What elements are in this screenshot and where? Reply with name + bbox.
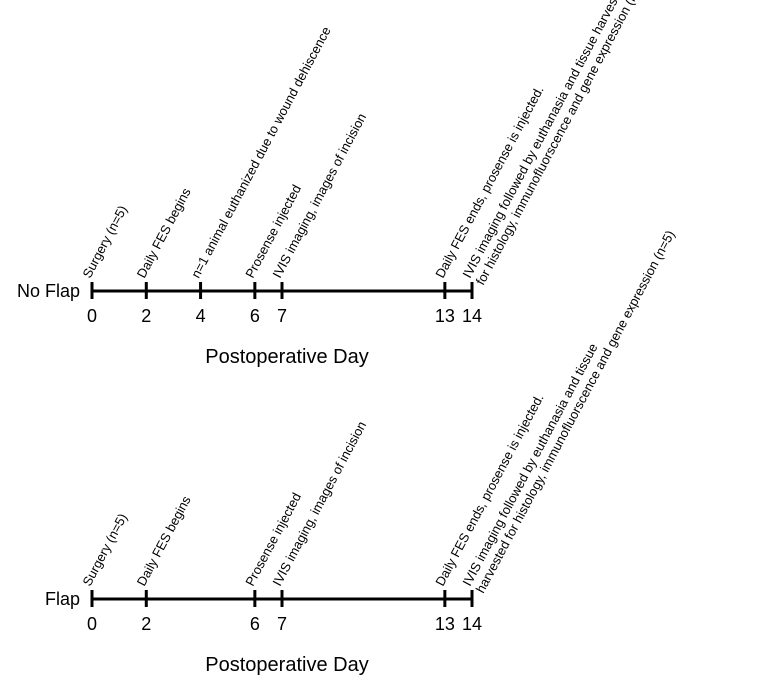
event-line: Surgery (n=5) <box>79 203 130 281</box>
day-label: 14 <box>462 306 482 326</box>
day-label: 7 <box>277 306 287 326</box>
event-label: Daily FES begins <box>134 493 194 589</box>
event-label: Surgery (n=5) <box>79 511 130 589</box>
day-label: 13 <box>435 614 455 634</box>
day-label: 2 <box>141 306 151 326</box>
event-line: IVIS imaging followed by euthanasia and … <box>459 341 600 589</box>
day-label: 13 <box>435 306 455 326</box>
axis-title: Postoperative Day <box>205 654 368 676</box>
day-label: 4 <box>196 306 206 326</box>
timeline-label: Flap <box>45 589 80 609</box>
day-label: 2 <box>141 614 151 634</box>
axis-title: Postoperative Day <box>205 346 368 368</box>
event-line: Daily FES begins <box>134 185 194 281</box>
day-label: 14 <box>462 614 482 634</box>
event-line: Daily FES begins <box>134 493 194 589</box>
day-label: 7 <box>277 614 287 634</box>
event-label: IVIS imaging followed by euthanasia and … <box>459 221 677 596</box>
day-label: 6 <box>250 614 260 634</box>
event-line: Surgery (n=5) <box>79 511 130 589</box>
timeline-label: No Flap <box>17 281 80 301</box>
event-line: harvested for histology, immunofluorscen… <box>473 228 678 596</box>
day-label: 0 <box>87 614 97 634</box>
event-line: for histology, immunofluorscence and gen… <box>473 0 649 287</box>
event-label: IVIS imaging followed by euthanasia and … <box>459 0 649 287</box>
day-label: 6 <box>250 306 260 326</box>
day-label: 0 <box>87 306 97 326</box>
event-label: Surgery (n=5) <box>79 203 130 281</box>
event-label: Daily FES begins <box>134 185 194 281</box>
